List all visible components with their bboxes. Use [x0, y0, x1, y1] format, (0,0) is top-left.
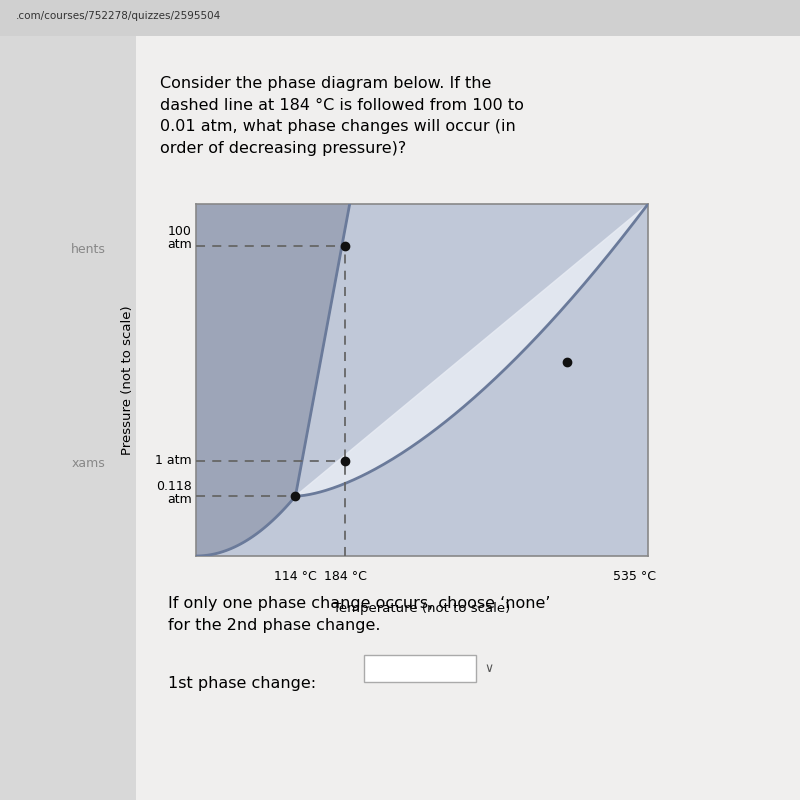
Text: [ Select ]: [ Select ] [381, 662, 441, 675]
Text: hents: hents [71, 243, 106, 257]
Polygon shape [295, 204, 648, 496]
Text: 184 °C: 184 °C [324, 570, 366, 583]
Text: 535 °C: 535 °C [613, 570, 656, 583]
Text: 1 atm: 1 atm [155, 454, 192, 467]
Polygon shape [196, 204, 350, 556]
Polygon shape [196, 204, 648, 556]
Text: atm: atm [167, 238, 192, 251]
Text: atm: atm [167, 493, 192, 506]
Text: Pressure (not to scale): Pressure (not to scale) [122, 305, 134, 455]
Text: .com/courses/752278/quizzes/2595504: .com/courses/752278/quizzes/2595504 [16, 11, 222, 22]
Text: 100: 100 [168, 226, 192, 238]
Text: xams: xams [71, 458, 106, 470]
Text: Temperature (not to scale): Temperature (not to scale) [334, 602, 510, 615]
Text: ∨: ∨ [484, 662, 493, 675]
Text: 0.118: 0.118 [156, 480, 192, 493]
Text: Consider the phase diagram below. If the
dashed line at 184 °C is followed from : Consider the phase diagram below. If the… [160, 76, 524, 156]
Text: 114 °C: 114 °C [274, 570, 317, 583]
Text: 1st phase change:: 1st phase change: [168, 676, 316, 691]
Text: If only one phase change occurs, choose ‘none’
for the 2nd phase change.: If only one phase change occurs, choose … [168, 596, 550, 633]
Polygon shape [196, 204, 350, 556]
